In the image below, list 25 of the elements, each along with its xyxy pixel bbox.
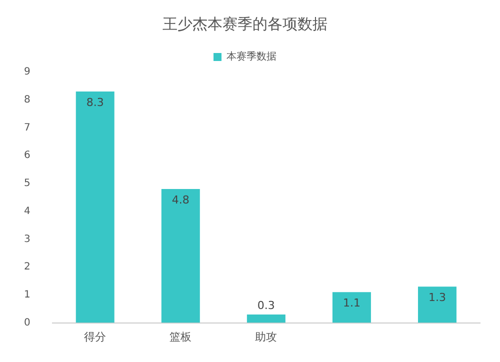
data-label: 1.3: [428, 290, 446, 304]
bar: [332, 292, 371, 323]
data-label: 0.3: [257, 298, 275, 312]
y-tick-label: 3: [24, 234, 30, 245]
x-tick-label: 篮板: [170, 330, 192, 344]
bar: [161, 189, 200, 323]
y-tick-label: 4: [24, 206, 30, 217]
y-tick-label: 2: [24, 262, 30, 273]
data-label: 1.1: [342, 296, 360, 310]
x-tick-label: 助攻: [255, 330, 278, 344]
legend-label: 本赛季数据: [226, 50, 276, 63]
bar: [418, 286, 456, 323]
y-tick-label: 7: [24, 122, 30, 134]
chart-title: 王少杰本赛季的各项数据: [162, 14, 328, 33]
bar: [76, 92, 114, 323]
bar: [246, 314, 286, 323]
y-tick-label: 9: [24, 66, 30, 78]
data-label: 4.8: [172, 193, 190, 206]
y-tick-label: 8: [24, 94, 30, 106]
y-tick-label: 0: [24, 317, 30, 328]
y-tick-label: 1: [24, 290, 30, 301]
x-tick-label: 得分: [84, 330, 106, 344]
y-tick-label: 5: [24, 178, 30, 190]
y-tick-label: 6: [24, 150, 30, 162]
data-label: 8.3: [86, 96, 104, 109]
